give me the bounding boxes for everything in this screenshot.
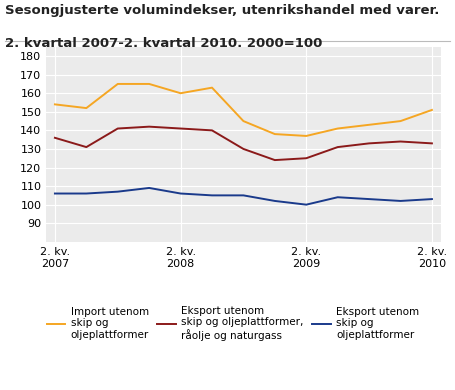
Legend: Import utenom
skip og
oljeplattformer, Eksport utenom
skip og oljeplattformer,
r: Import utenom skip og oljeplattformer, E…	[47, 305, 419, 341]
Text: 2. kvartal 2007-2. kvartal 2010. 2000=100: 2. kvartal 2007-2. kvartal 2010. 2000=10…	[5, 37, 322, 50]
Text: Sesongjusterte volumindekser, utenrikshandel med varer.: Sesongjusterte volumindekser, utenriksha…	[5, 4, 439, 17]
